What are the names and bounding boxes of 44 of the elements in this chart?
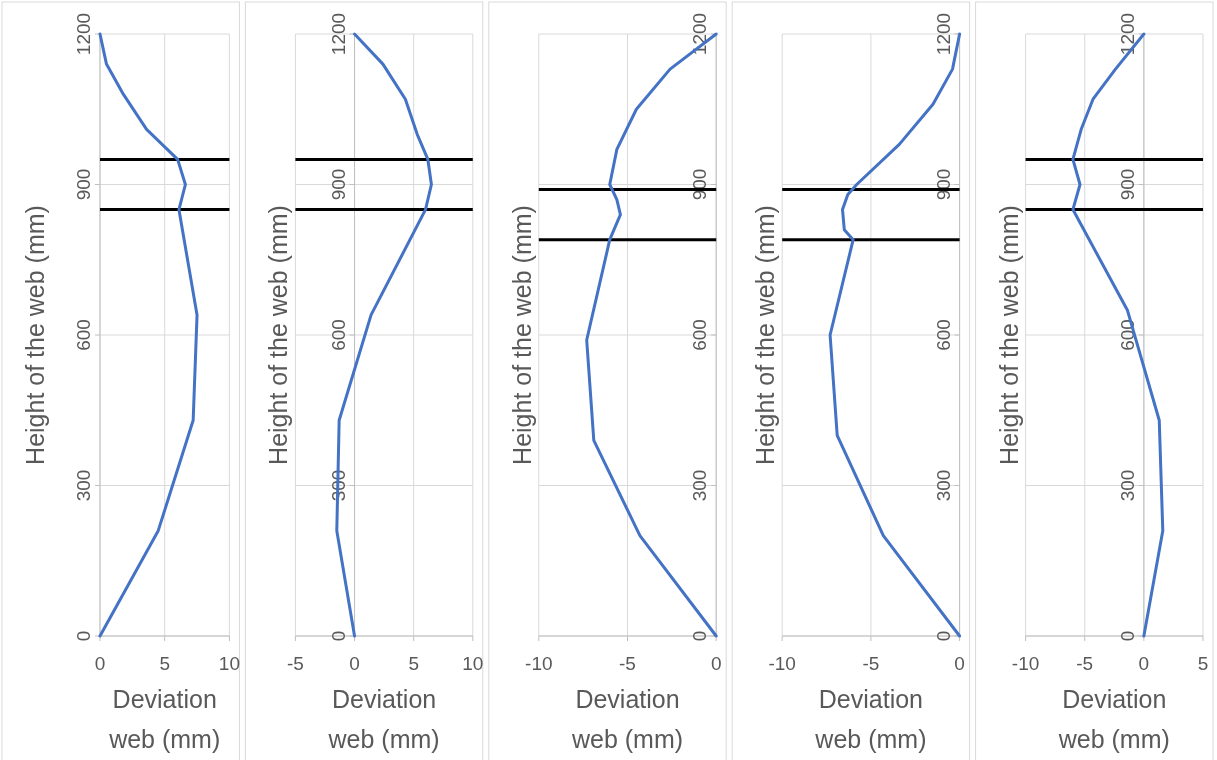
x-tick-label: -5: [619, 653, 636, 674]
x-tick-label: -10: [1011, 653, 1040, 674]
x-axis-title: Deviation web (mm): [570, 685, 684, 753]
x-axis-title: Deviation web (mm): [327, 685, 440, 753]
y-tick-label: 600: [932, 319, 954, 351]
x-tick-label: -5: [862, 653, 880, 674]
x-tick-label: -5: [1076, 653, 1094, 674]
x-tick-label: -5: [286, 653, 304, 674]
y-tick-label: 900: [932, 168, 954, 201]
y-tick-label: 0: [689, 630, 711, 642]
y-tick-label: 300: [689, 469, 711, 502]
x-tick-label: 5: [408, 653, 419, 674]
y-tick-label: 0: [932, 630, 954, 642]
y-tick-label: 600: [327, 319, 349, 351]
y-tick-label: 300: [932, 469, 954, 502]
y-tick-label: 1200: [932, 12, 954, 56]
y-axis-title: Height of the web (mm): [264, 205, 293, 465]
y-tick-label: 600: [73, 319, 94, 351]
x-axis-title: Deviation web (mm): [1057, 685, 1170, 753]
x-tick-label: 10: [218, 653, 240, 674]
y-tick-label: 0: [73, 630, 94, 642]
y-axis-title: Height of the web (mm): [994, 205, 1023, 465]
y-tick-label: 1200: [73, 12, 94, 56]
y-tick-label: 300: [1116, 469, 1138, 502]
y-tick-label: 900: [73, 168, 94, 201]
x-tick-label: 5: [159, 653, 170, 674]
y-tick-label: 0: [327, 630, 349, 642]
y-tick-label: 1200: [1116, 12, 1138, 56]
y-axis-title: Height of the web (mm): [751, 205, 780, 465]
x-tick-label: -10: [768, 653, 796, 674]
x-tick-label: 10: [462, 653, 484, 674]
y-tick-label: 900: [327, 168, 349, 201]
y-tick-label: 1200: [327, 12, 349, 56]
y-tick-label: 900: [1116, 168, 1138, 201]
x-tick-label: -10: [525, 653, 553, 674]
x-axis-title: Deviation web (mm): [814, 685, 927, 753]
y-axis-title: Height of the web (mm): [507, 205, 536, 465]
x-axis-title: Deviation web (mm): [108, 685, 221, 753]
y-tick-label: 300: [73, 469, 94, 502]
y-tick-label: 0: [1116, 630, 1138, 642]
y-tick-label: 900: [689, 168, 711, 201]
x-tick-label: 5: [1197, 653, 1209, 674]
y-tick-label: 600: [689, 319, 711, 351]
y-axis-title: Height of the web (mm): [21, 205, 49, 465]
